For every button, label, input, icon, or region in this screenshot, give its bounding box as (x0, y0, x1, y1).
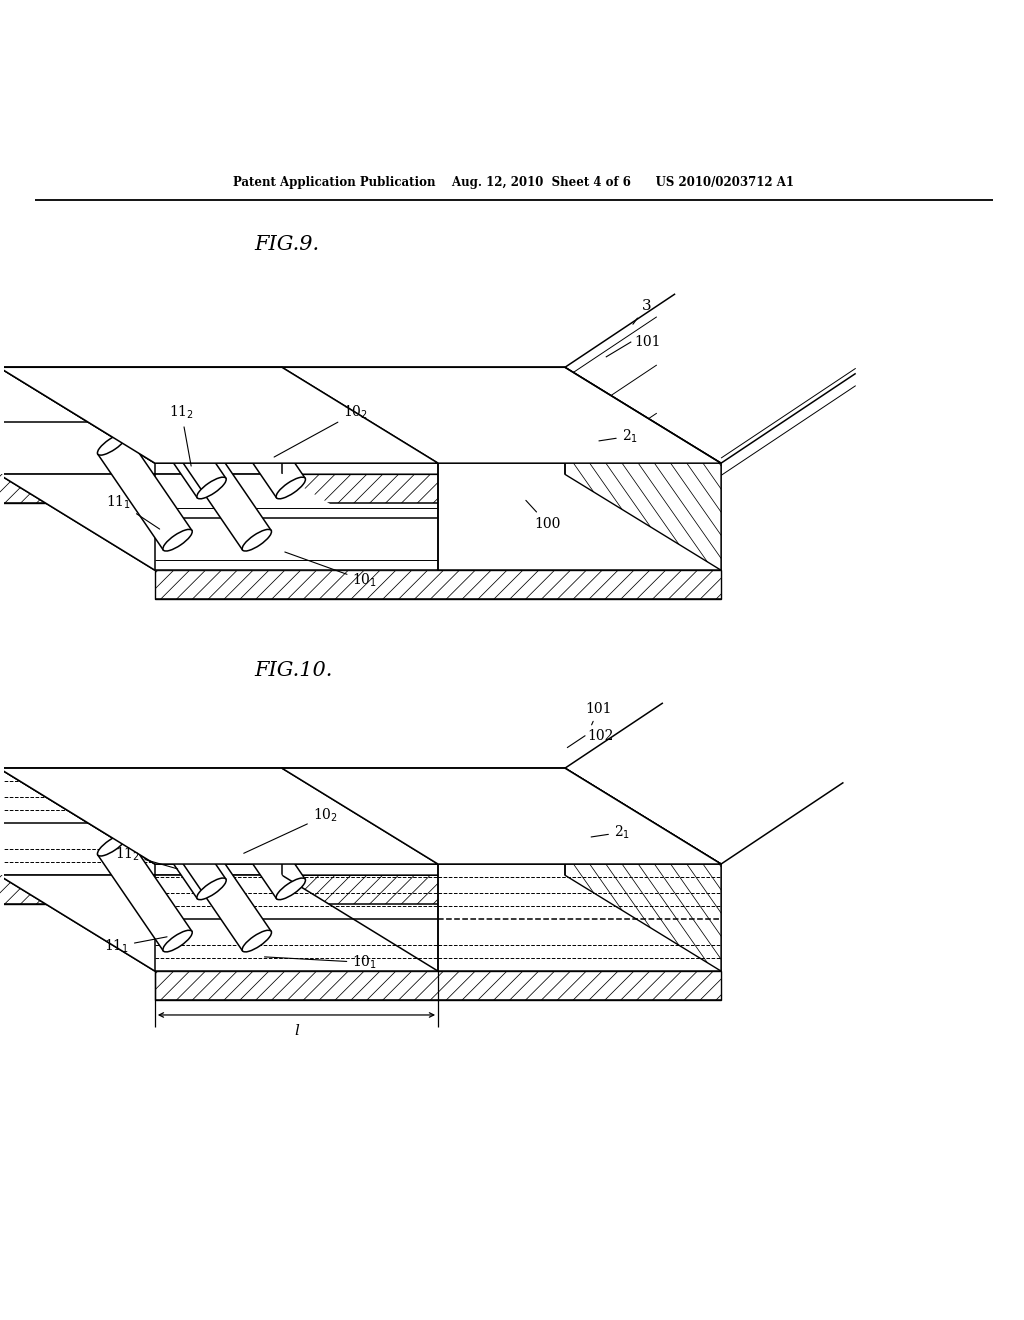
Ellipse shape (211, 783, 240, 804)
Polygon shape (155, 570, 721, 599)
Ellipse shape (177, 433, 206, 455)
Text: 3: 3 (633, 300, 651, 325)
Ellipse shape (131, 783, 161, 804)
Text: 10$_1$: 10$_1$ (264, 954, 377, 972)
Polygon shape (282, 768, 721, 865)
Ellipse shape (276, 477, 305, 499)
Text: FIG.10.: FIG.10. (254, 661, 332, 680)
Polygon shape (0, 367, 438, 463)
Ellipse shape (242, 931, 271, 952)
Text: Patent Application Publication    Aug. 12, 2010  Sheet 4 of 6      US 2010/02037: Patent Application Publication Aug. 12, … (233, 176, 795, 189)
Text: 11$_1$: 11$_1$ (106, 494, 160, 529)
Polygon shape (282, 367, 721, 463)
Polygon shape (177, 434, 271, 550)
Text: 10$_1$: 10$_1$ (285, 552, 378, 590)
Polygon shape (0, 768, 438, 865)
Ellipse shape (163, 529, 193, 550)
Ellipse shape (197, 878, 226, 900)
Polygon shape (565, 768, 721, 972)
Polygon shape (177, 836, 271, 950)
Ellipse shape (97, 433, 127, 455)
Ellipse shape (97, 834, 127, 857)
Polygon shape (0, 474, 721, 570)
Polygon shape (132, 783, 226, 899)
Text: 100: 100 (526, 500, 560, 531)
Polygon shape (211, 383, 305, 498)
Text: 11$_2$: 11$_2$ (115, 846, 177, 869)
Polygon shape (0, 367, 438, 463)
Text: 10$_2$: 10$_2$ (244, 807, 338, 853)
Polygon shape (0, 875, 721, 972)
Polygon shape (0, 875, 565, 904)
Text: 10$_2$: 10$_2$ (274, 404, 368, 457)
Polygon shape (0, 474, 565, 503)
Polygon shape (97, 434, 191, 550)
Ellipse shape (242, 529, 271, 550)
Polygon shape (438, 865, 721, 972)
Polygon shape (565, 367, 721, 570)
Text: 101: 101 (586, 702, 612, 725)
Ellipse shape (177, 834, 206, 857)
Polygon shape (0, 875, 438, 972)
Polygon shape (282, 768, 721, 865)
Polygon shape (132, 383, 226, 498)
Ellipse shape (211, 381, 240, 403)
Polygon shape (155, 972, 721, 999)
Polygon shape (97, 836, 191, 950)
Text: 102: 102 (588, 729, 613, 743)
Text: 2$_1$: 2$_1$ (591, 824, 630, 841)
Text: FIG.9.: FIG.9. (254, 235, 319, 255)
Polygon shape (0, 474, 438, 570)
Ellipse shape (276, 878, 305, 900)
Text: 2$_1$: 2$_1$ (599, 428, 638, 445)
Ellipse shape (197, 477, 226, 499)
Text: 11$_1$: 11$_1$ (103, 937, 167, 956)
Text: 11$_2$: 11$_2$ (169, 404, 194, 466)
Text: l: l (294, 1024, 299, 1039)
Polygon shape (438, 463, 721, 570)
Polygon shape (211, 783, 305, 899)
Ellipse shape (163, 931, 193, 952)
Ellipse shape (131, 381, 161, 403)
Polygon shape (0, 768, 438, 865)
Text: 101: 101 (634, 335, 660, 348)
